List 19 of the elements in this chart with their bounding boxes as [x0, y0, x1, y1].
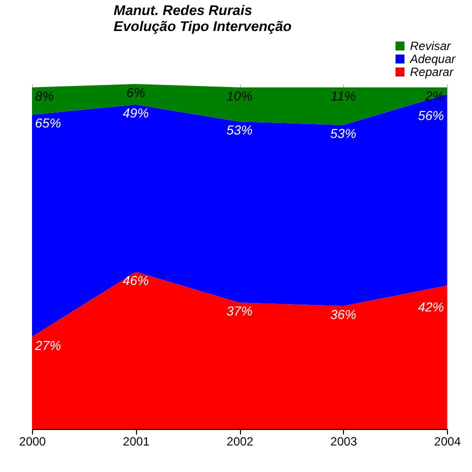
legend-label: Reparar — [410, 65, 454, 79]
x-tick-label: 2004 — [434, 434, 462, 448]
x-tick-label: 2001 — [122, 434, 150, 448]
data-label: 6% — [126, 85, 146, 100]
data-label: 65% — [35, 116, 62, 131]
x-tick-label: 2000 — [19, 434, 46, 448]
chart-title: Manut. Redes Rurais — [114, 2, 252, 18]
x-tick-label: 2003 — [330, 434, 358, 448]
data-label: 56% — [418, 108, 444, 124]
data-label: 11% — [330, 88, 356, 104]
legend-label: Revisar — [410, 39, 452, 53]
x-tick-label: 2002 — [226, 434, 254, 448]
data-label: 53% — [330, 126, 356, 141]
legend-label: Adequar — [409, 52, 456, 66]
data-label: 49% — [122, 105, 149, 120]
data-label: 53% — [226, 122, 253, 138]
data-label: 8% — [35, 88, 54, 104]
chart-subtitle: Evolução Tipo Intervenção — [114, 18, 292, 34]
data-label: 10% — [226, 88, 253, 104]
